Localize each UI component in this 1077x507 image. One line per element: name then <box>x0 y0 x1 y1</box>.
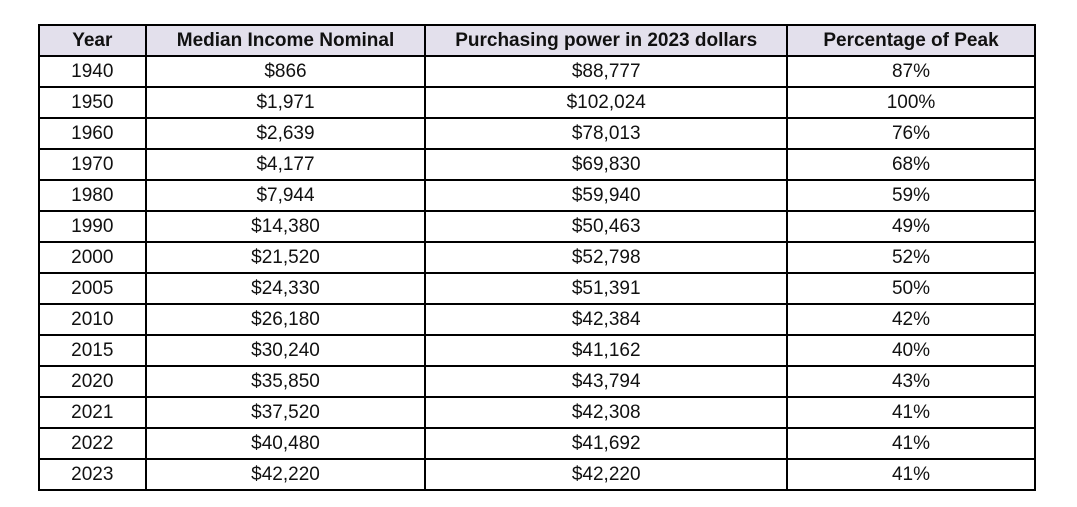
table-header-row: Year Median Income Nominal Purchasing po… <box>38 24 1037 57</box>
table-cell: 2023 <box>38 458 147 491</box>
table-cell: $59,940 <box>424 179 788 212</box>
table-cell: $42,220 <box>424 458 788 491</box>
table-cell: 1990 <box>38 210 147 243</box>
table-cell: $7,944 <box>144 179 427 212</box>
table-cell: $40,480 <box>144 427 427 460</box>
median-income-table: Year Median Income Nominal Purchasing po… <box>38 24 1037 491</box>
table-cell: 1980 <box>38 179 147 212</box>
table-cell: $14,380 <box>144 210 427 243</box>
table-cell: $102,024 <box>424 86 788 119</box>
table-cell: 1960 <box>38 117 147 150</box>
table-cell: 68% <box>785 148 1037 181</box>
table-cell: $35,850 <box>144 365 427 398</box>
table-cell: 40% <box>785 334 1037 367</box>
table-cell: 49% <box>785 210 1037 243</box>
table-row: 2022 $40,480 $41,692 41% <box>38 427 1037 460</box>
table-cell: $2,639 <box>144 117 427 150</box>
table-cell: $69,830 <box>424 148 788 181</box>
table-cell: $4,177 <box>144 148 427 181</box>
table-row: 2021 $37,520 $42,308 41% <box>38 396 1037 429</box>
table-cell: 59% <box>785 179 1037 212</box>
table-cell: 2021 <box>38 396 147 429</box>
table-cell: $42,308 <box>424 396 788 429</box>
table-row: 2010 $26,180 $42,384 42% <box>38 303 1037 336</box>
table-cell: 2005 <box>38 272 147 305</box>
table-cell: $26,180 <box>144 303 427 336</box>
table-cell: $43,794 <box>424 365 788 398</box>
table-cell: 2010 <box>38 303 147 336</box>
table-cell: $41,692 <box>424 427 788 460</box>
table-row: 1980 $7,944 $59,940 59% <box>38 179 1037 212</box>
table-cell: $37,520 <box>144 396 427 429</box>
table-cell: 41% <box>785 458 1037 491</box>
table-cell: 1950 <box>38 86 147 119</box>
table-cell: $24,330 <box>144 272 427 305</box>
table-cell: 2022 <box>38 427 147 460</box>
table-row: 2015 $30,240 $41,162 40% <box>38 334 1037 367</box>
column-header-year: Year <box>38 24 147 57</box>
table-cell: $51,391 <box>424 272 788 305</box>
table-cell: 1940 <box>38 55 147 88</box>
table-cell: $866 <box>144 55 427 88</box>
table-cell: 42% <box>785 303 1037 336</box>
table-row: 2020 $35,850 $43,794 43% <box>38 365 1037 398</box>
table-row: 1970 $4,177 $69,830 68% <box>38 148 1037 181</box>
table-cell: 2020 <box>38 365 147 398</box>
table-cell: $21,520 <box>144 241 427 274</box>
table-cell: 41% <box>785 427 1037 460</box>
table-cell: $88,777 <box>424 55 788 88</box>
table-cell: 2000 <box>38 241 147 274</box>
table-cell: $52,798 <box>424 241 788 274</box>
table-cell: 100% <box>785 86 1037 119</box>
table-cell: 52% <box>785 241 1037 274</box>
column-header-median-income-nominal: Median Income Nominal <box>144 24 427 57</box>
table-cell: 50% <box>785 272 1037 305</box>
table-header: Year Median Income Nominal Purchasing po… <box>38 24 1037 57</box>
table-cell: 76% <box>785 117 1037 150</box>
table-cell: 87% <box>785 55 1037 88</box>
table-cell: 1970 <box>38 148 147 181</box>
table-cell: 41% <box>785 396 1037 429</box>
table-body: 1940 $866 $88,777 87% 1950 $1,971 $102,024 100%… <box>38 55 1037 491</box>
table-row: 2000 $21,520 $52,798 52% <box>38 241 1037 274</box>
table-row: 2005 $24,330 $51,391 50% <box>38 272 1037 305</box>
column-header-purchasing-power: Purchasing power in 2023 dollars <box>424 24 788 57</box>
table-cell: $1,971 <box>144 86 427 119</box>
table-row: 1940 $866 $88,777 87% <box>38 55 1037 88</box>
table-cell: $41,162 <box>424 334 788 367</box>
table-cell: 2015 <box>38 334 147 367</box>
table-cell: $42,384 <box>424 303 788 336</box>
table-row: 2023 $42,220 $42,220 41% <box>38 458 1037 491</box>
table-row: 1950 $1,971 $102,024 100% <box>38 86 1037 119</box>
table-cell: $50,463 <box>424 210 788 243</box>
table-cell: 43% <box>785 365 1037 398</box>
column-header-percentage-of-peak: Percentage of Peak <box>785 24 1037 57</box>
table-row: 1990 $14,380 $50,463 49% <box>38 210 1037 243</box>
table-cell: $78,013 <box>424 117 788 150</box>
table-row: 1960 $2,639 $78,013 76% <box>38 117 1037 150</box>
table-cell: $30,240 <box>144 334 427 367</box>
table-cell: $42,220 <box>144 458 427 491</box>
